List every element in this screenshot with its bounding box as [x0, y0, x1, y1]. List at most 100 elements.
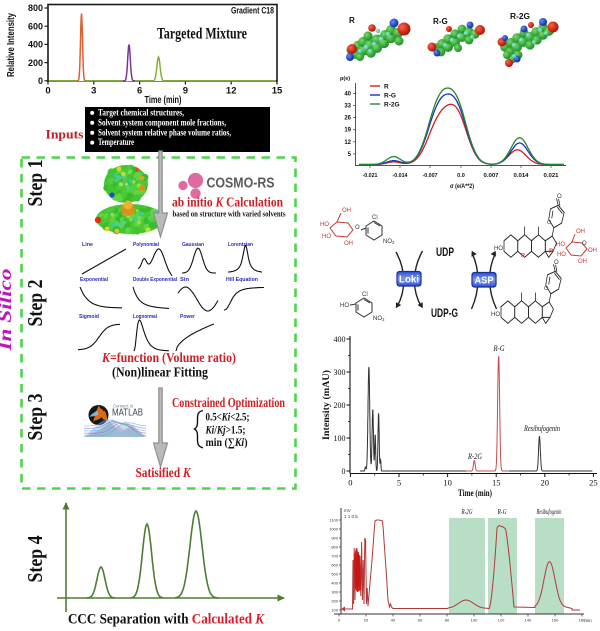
svg-text:Solvent system component mole: Solvent system component mole fractions,	[98, 117, 226, 127]
svg-text:(Non)linear Fitting: (Non)linear Fitting	[112, 365, 208, 380]
svg-text:R-2G: R-2G	[461, 508, 473, 516]
svg-text:R: R	[549, 249, 554, 255]
svg-text:R-G: R-G	[384, 93, 396, 100]
svg-text:HO: HO	[320, 222, 329, 228]
svg-text:10: 10	[443, 478, 452, 488]
svg-text:19: 19	[344, 128, 351, 134]
svg-text:Targeted Mixture: Targeted Mixture	[157, 26, 247, 43]
svg-text:0: 0	[348, 478, 352, 488]
svg-text:O: O	[554, 260, 559, 266]
svg-text:Relative Intensity: Relative Intensity	[6, 13, 17, 77]
svg-text:140: 140	[525, 618, 532, 623]
svg-text:CCC Separation with Calculated: CCC Separation with Calculated K	[68, 612, 265, 628]
svg-text:ASP: ASP	[475, 276, 494, 287]
svg-text:Cl: Cl	[362, 292, 368, 298]
svg-text:180: 180	[579, 618, 586, 623]
svg-text:100: 100	[331, 608, 338, 613]
svg-text:200: 200	[28, 58, 43, 68]
svg-text:200: 200	[334, 401, 346, 410]
svg-text:Time (min): Time (min)	[458, 488, 492, 499]
svg-text:HO: HO	[491, 312, 500, 318]
svg-text:p(e): p(e)	[340, 76, 350, 82]
svg-text:15: 15	[492, 478, 501, 488]
svg-text:300: 300	[331, 590, 338, 595]
svg-text:500: 500	[331, 572, 338, 577]
svg-text:Target chemical structures,: Target chemical structures,	[98, 108, 184, 118]
svg-text:Step 2: Step 2	[23, 280, 47, 327]
svg-text:Line: Line	[82, 242, 93, 248]
svg-text:NO2: NO2	[373, 316, 385, 322]
svg-text:1 1 0.5: 1 1 0.5	[344, 514, 358, 519]
svg-text:60: 60	[418, 618, 423, 623]
svg-text:12: 12	[344, 140, 351, 146]
svg-text:R-G: R-G	[433, 17, 448, 26]
svg-text:600: 600	[28, 21, 43, 31]
svg-text:Time (min): Time (min)	[145, 95, 182, 106]
svg-text:5: 5	[397, 478, 401, 488]
svg-text:Resibufogenin: Resibufogenin	[536, 508, 562, 516]
svg-text:0.5<Ki<2.5;: 0.5<Ki<2.5;	[206, 412, 250, 424]
svg-text:Gradient C18: Gradient C18	[231, 6, 274, 16]
svg-text:Lognormal: Lognormal	[133, 314, 158, 320]
svg-text:OH: OH	[344, 241, 353, 247]
svg-text:OH: OH	[578, 259, 587, 265]
svg-text:-0.014: -0.014	[393, 173, 409, 179]
svg-text:O: O	[544, 286, 549, 292]
svg-text:R: R	[521, 253, 525, 259]
svg-text:HO: HO	[556, 242, 565, 248]
svg-text:min: min	[584, 618, 592, 623]
svg-text:ab initio K Calculation: ab initio K Calculation	[172, 195, 283, 210]
svg-text:NO2: NO2	[383, 239, 395, 245]
svg-text:20: 20	[541, 478, 550, 488]
svg-text:Satisified K: Satisified K	[136, 466, 192, 481]
svg-text:-0.007: -0.007	[423, 173, 438, 179]
svg-text:700: 700	[331, 554, 338, 559]
svg-text:3: 3	[91, 86, 96, 97]
svg-text:O: O	[547, 220, 552, 226]
svg-text:0.0: 0.0	[457, 173, 465, 179]
svg-text:HO: HO	[340, 303, 349, 309]
svg-text:Constrained Optimization: Constrained Optimization	[172, 395, 285, 410]
svg-text:OH: OH	[576, 229, 585, 235]
svg-text:1100: 1100	[329, 518, 338, 523]
svg-text:Sin: Sin	[180, 277, 189, 283]
svg-text:Gaussian: Gaussian	[182, 242, 204, 248]
svg-text:800: 800	[28, 3, 43, 13]
svg-text:400: 400	[334, 335, 346, 344]
svg-text:R-2G: R-2G	[510, 12, 530, 21]
svg-text:0.021: 0.021	[544, 173, 559, 179]
svg-text:R-2G: R-2G	[467, 451, 482, 461]
svg-text:R-2G: R-2G	[384, 102, 400, 109]
svg-text:Loki: Loki	[399, 275, 419, 286]
svg-text:Step 1: Step 1	[23, 160, 47, 207]
svg-text:HO: HO	[322, 234, 331, 240]
svg-text:COSMO-RS: COSMO-RS	[207, 176, 275, 192]
svg-text:1000: 1000	[329, 527, 339, 532]
svg-text:OH: OH	[588, 248, 597, 254]
svg-text:400: 400	[28, 40, 43, 50]
svg-text:Connect in: Connect in	[113, 404, 134, 409]
svg-text:Ki/Kj>1.5;: Ki/Kj>1.5;	[205, 424, 246, 436]
svg-text:Temperature: Temperature	[98, 137, 134, 147]
svg-text:MATLAB: MATLAB	[112, 408, 143, 419]
svg-text:0: 0	[38, 76, 43, 86]
svg-text:33: 33	[344, 104, 351, 110]
svg-text:Solvent system relative phase: Solvent system relative phase volume rat…	[98, 127, 231, 137]
svg-text:600: 600	[331, 563, 338, 568]
svg-text:HO: HO	[557, 252, 566, 258]
svg-text:0.007: 0.007	[484, 173, 499, 179]
svg-text:Intensity (mAU): Intensity (mAU)	[321, 370, 331, 440]
svg-text:Polynomial: Polynomial	[133, 242, 160, 248]
svg-text:O: O	[557, 194, 562, 200]
svg-text:300: 300	[334, 368, 346, 377]
svg-text:-0.021: -0.021	[363, 173, 378, 179]
svg-text:40: 40	[391, 618, 396, 623]
svg-text:mV: mV	[344, 508, 351, 513]
svg-text:0.014: 0.014	[514, 173, 530, 179]
svg-text:Power: Power	[180, 314, 195, 320]
svg-text:In Silico: In Silico	[0, 269, 15, 352]
svg-text:40: 40	[344, 91, 351, 97]
svg-text:900: 900	[331, 536, 338, 541]
svg-text:5: 5	[348, 152, 352, 158]
svg-text:min (∑Ki): min (∑Ki)	[206, 437, 248, 449]
